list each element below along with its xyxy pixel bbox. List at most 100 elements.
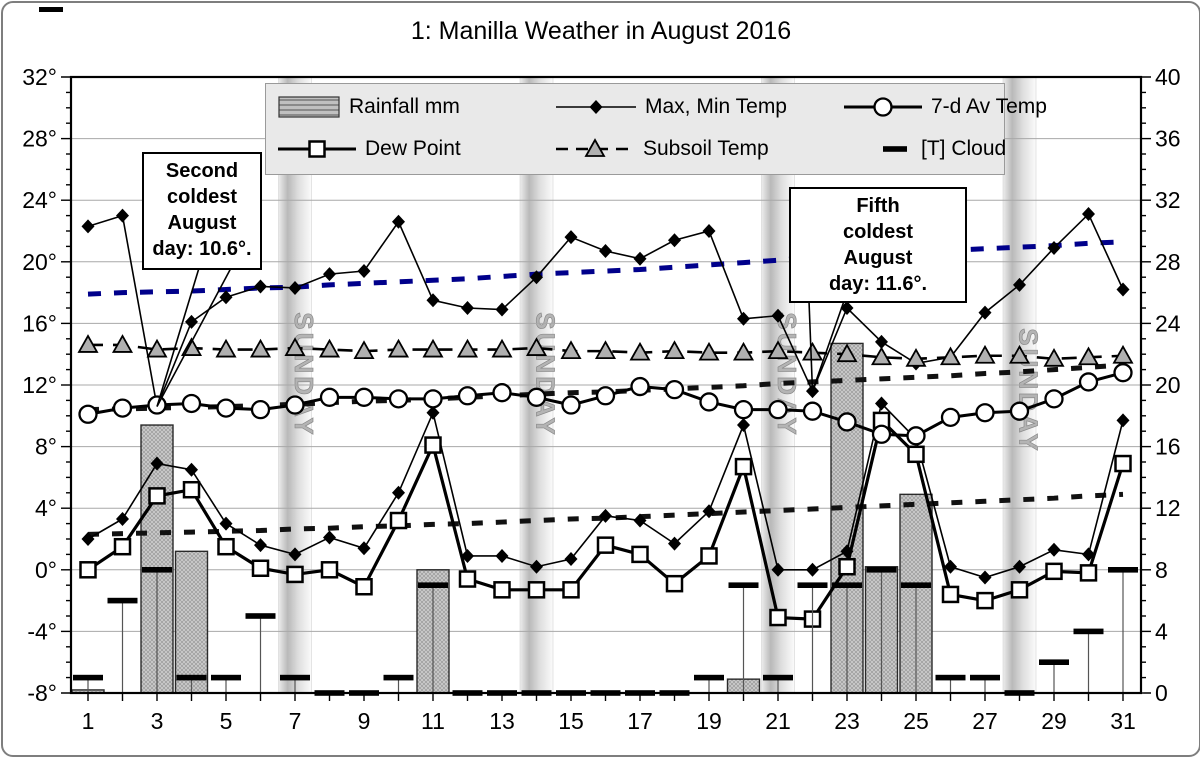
x-axis-day-label: 23 [834, 708, 860, 734]
left-axis-tick-label: 32° [22, 64, 57, 90]
chart-canvas: SUNDAY SUNDAY SUNDAY SUNDAY32°28°24°20°16°1… [22, 7, 1181, 734]
annotation-line: coldest [842, 221, 914, 243]
cloud-dash-day-24 [866, 567, 897, 573]
right-axis-tick-label: 4 [1155, 618, 1168, 644]
left-axis-tick-label: 0° [35, 557, 57, 583]
left-axis-tick-label: -4° [27, 618, 57, 644]
callout-pointers [156, 267, 845, 407]
cloud-dash-day-25 [901, 582, 931, 588]
cloud-dash-day-1 [73, 674, 103, 681]
legend-label: Dew Point [365, 137, 461, 160]
chart-title: 1: Manilla Weather in August 2016 [410, 17, 792, 45]
legend-item-subsoil-temp: Subsoil Temp [556, 132, 769, 166]
annotation-second-coldest: Second coldest August day: 10.6°. [142, 152, 262, 270]
series-dew-point [79, 411, 1132, 628]
x-axis-day-label: 19 [696, 708, 722, 734]
legend-label: 7-d Av Temp [931, 95, 1047, 118]
right-axis-tick-label: 28 [1155, 249, 1181, 275]
x-axis-day-label: 17 [627, 708, 653, 734]
cloud-dash-day-19 [694, 674, 724, 681]
legend: Rainfall mm Max, Min Temp 7-d Av Temp De… [265, 83, 1047, 175]
legend-label: Rainfall mm [349, 95, 460, 118]
cloud-dash-day-3 [142, 567, 172, 573]
x-axis-day-label: 31 [1110, 708, 1136, 734]
x-axis-day-label: 27 [972, 708, 998, 734]
rainfall-bar-day-4 [174, 550, 209, 694]
series-min-temp [81, 396, 1130, 585]
x-axis-day-label: 15 [558, 708, 584, 734]
annotation-line: August [843, 247, 913, 269]
square-line-icon [278, 140, 356, 158]
annotation-line: Fifth [856, 195, 900, 217]
legend-item-rainfall: Rainfall mm [278, 90, 460, 124]
rainfall-swatch-icon [278, 96, 340, 118]
rainfall-bars [71, 342, 933, 694]
legend-item-dew-point: Dew Point [278, 132, 461, 166]
cloud-dash-day-29 [1039, 659, 1069, 665]
gridlines [71, 138, 1141, 632]
circle-line-icon [844, 97, 922, 117]
legend-item-max-min-temp: Max, Min Temp [556, 90, 787, 124]
left-axis-tick-label: 12° [22, 372, 57, 398]
black-dotted-trend-lower [87, 491, 1124, 537]
right-axis-tick-label: 20 [1155, 372, 1181, 398]
x-axis-day-label: 11 [421, 708, 445, 734]
right-axis-tick-label: 24 [1155, 310, 1181, 336]
cloud-dash-day-10 [383, 674, 414, 681]
cloud-dash-day-22 [797, 582, 828, 588]
annotation-line: coldest [166, 186, 238, 208]
legend-item-cloud: [T] Cloud [878, 132, 1006, 166]
cloud-dash-day-11 [418, 582, 448, 588]
cloud-dash-day-4 [176, 674, 207, 681]
annotation-line: Second [165, 160, 239, 182]
x-axis-day-label: 29 [1041, 708, 1067, 734]
cloud-dash-day-23 [832, 582, 862, 588]
corner-mark [39, 7, 63, 12]
right-axis-tick-label: 40 [1155, 64, 1181, 90]
diamond-line-icon [556, 100, 636, 114]
right-axis-tick-label: 12 [1155, 495, 1181, 521]
right-axis-tick-label: 32 [1155, 187, 1181, 213]
annotation-line: August [167, 212, 237, 234]
sunday-band-label: SUNDAY [1014, 328, 1044, 453]
x-axis-day-label: 21 [765, 708, 791, 734]
cloud-dash-day-5 [211, 674, 241, 681]
cloud-dash-day-26 [935, 674, 966, 681]
annotation-line: day: 11.6°. [828, 273, 928, 295]
left-axis-tick-label: -8° [27, 680, 57, 706]
dash-icon [883, 146, 907, 152]
x-axis-day-label: 3 [151, 708, 164, 734]
left-axis-tick-label: 24° [22, 187, 57, 213]
cloud-dash-day-20 [728, 582, 759, 588]
left-axis-tick-label: 8° [35, 434, 57, 460]
left-axis-tick-label: 20° [22, 249, 57, 275]
right-axis-tick-label: 8 [1155, 557, 1168, 583]
left-axis-tick-label: 28° [22, 126, 57, 152]
left-axis-tick-label: 4° [35, 495, 57, 521]
left-axis-tick-label: 16° [22, 310, 57, 336]
series-subsoil-temp [77, 334, 1134, 367]
right-axis-tick-label: 0 [1155, 680, 1168, 706]
x-axis-day-label: 7 [289, 708, 302, 734]
sunday-band-label: SUNDAY [531, 312, 561, 437]
annotation-fifth-coldest: Fifth coldest August day: 11.6°. [789, 187, 967, 303]
legend-item-7d-av-temp: 7-d Av Temp [844, 90, 1047, 124]
axes: 32°28°24°20°16°12°8°4°0°-4°-8°4036322824… [22, 64, 1181, 734]
series-7d-av-temp [78, 363, 1133, 446]
right-axis-tick-label: 16 [1155, 434, 1181, 460]
cloud-dash-day-27 [970, 674, 1000, 681]
cloud-dash-day-2 [107, 597, 138, 604]
sunday-band-label: SUNDAY [289, 312, 319, 437]
cloud-dash-day-7 [280, 674, 310, 681]
x-axis-day-label: 1 [82, 708, 95, 734]
cloud-dash-day-6 [245, 613, 276, 619]
cloud-dash-day-21 [763, 674, 793, 681]
right-axis-tick-label: 36 [1155, 126, 1181, 152]
cloud-dash-day-30 [1073, 628, 1104, 635]
legend-label: [T] Cloud [921, 137, 1007, 160]
x-axis-day-label: 25 [903, 708, 929, 734]
annotation-line: day: 10.6°. [152, 238, 252, 260]
x-axis-day-label: 13 [489, 708, 515, 734]
x-axis-day-label: 9 [358, 708, 371, 734]
